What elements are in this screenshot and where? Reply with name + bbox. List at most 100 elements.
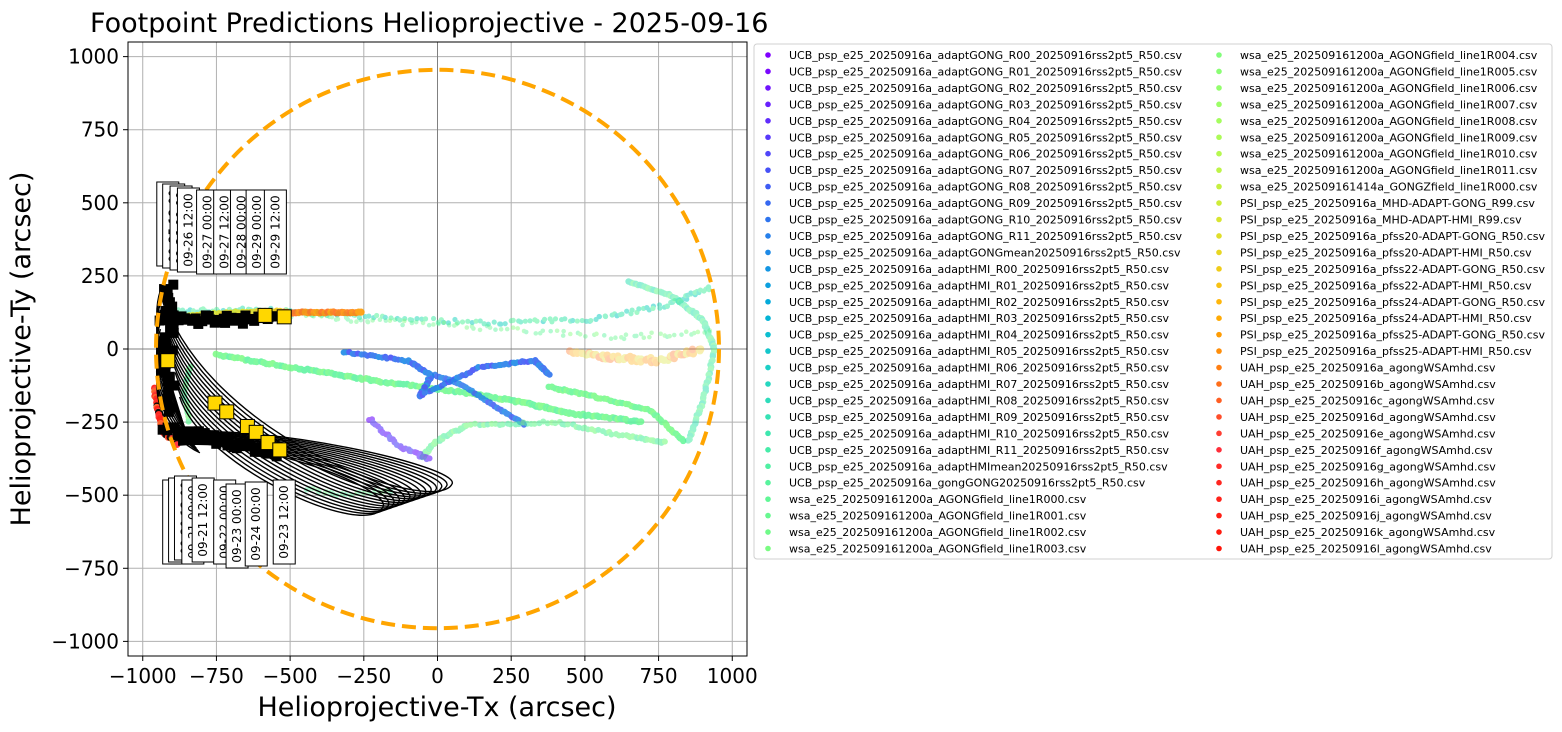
legend-label: wsa_e25_202509161200a_AGONGfield_line1R0… xyxy=(1240,82,1538,95)
footpoint-dot xyxy=(589,351,598,359)
field-line xyxy=(156,361,201,454)
footpoint-dot xyxy=(624,308,630,314)
track-square xyxy=(237,318,248,329)
footpoint-dot xyxy=(669,350,678,359)
legend-entry: UCB_psp_e25_20250916a_adaptGONG_R11_2025… xyxy=(765,230,1182,243)
time-label-text: 09-21 12:00 xyxy=(196,483,210,556)
track-square xyxy=(169,422,180,433)
track-right-band xyxy=(545,383,687,445)
footpoint-dot xyxy=(335,316,341,322)
legend-label: UAH_psp_e25_20250916e_agongWSAmhd.csv xyxy=(1240,427,1496,440)
legend-entry: PSI_psp_e25_20250916a_MHD-ADAPT-HMI_R99.… xyxy=(1216,214,1522,227)
legend-marker xyxy=(765,397,771,404)
footpoint-dot xyxy=(431,322,436,327)
legend-marker xyxy=(765,529,771,535)
footpoint-dot xyxy=(348,319,354,324)
footpoint-dot xyxy=(382,314,388,320)
footpoint-dot xyxy=(650,305,656,311)
track-square xyxy=(168,279,179,290)
track-psi-beige xyxy=(565,345,705,367)
footpoint-dot xyxy=(601,333,607,338)
legend-entry: wsa_e25_202509161414a_GONGZfield_line1R0… xyxy=(1216,181,1538,194)
footpoint-dot xyxy=(621,336,627,342)
footpoint-marker xyxy=(276,309,292,325)
legend-entry: UCB_psp_e25_20250916a_adaptGONG_R03_2025… xyxy=(765,98,1182,111)
footpoint-marker xyxy=(219,404,235,420)
footpoint-dot xyxy=(422,316,429,322)
footpoint-dot xyxy=(695,345,703,354)
footpoint-dot xyxy=(595,426,602,433)
footpoint-dot xyxy=(541,316,548,322)
legend-entry: UCB_psp_e25_20250916a_adaptGONG_R02_2025… xyxy=(765,82,1182,95)
x-tick-label: −750 xyxy=(189,664,244,688)
footpoint-dot xyxy=(679,350,688,359)
legend-label: UCB_psp_e25_20250916a_adaptHMI_R05_20250… xyxy=(789,345,1170,358)
footpoint-dot xyxy=(684,437,692,444)
footpoint-dot xyxy=(582,350,591,359)
legend-label: PSI_psp_e25_20250916a_pfss20-ADAPT-GONG_… xyxy=(1240,230,1545,243)
footpoint-dot xyxy=(554,328,560,334)
legend-marker xyxy=(765,216,771,223)
legend-label: UCB_psp_e25_20250916a_adaptGONG_R03_2025… xyxy=(789,98,1182,111)
legend-marker xyxy=(1216,414,1222,420)
y-tick-label: 0 xyxy=(106,337,119,361)
track-square xyxy=(230,315,241,326)
footpoint-dot xyxy=(548,328,554,334)
footpoint-dot xyxy=(472,420,479,427)
legend-entry: UCB_psp_e25_20250916a_adaptHMI_R08_20250… xyxy=(765,394,1170,407)
legend-entry: UAH_psp_e25_20250916k_agongWSAmhd.csv xyxy=(1216,526,1496,539)
footpoint-dot xyxy=(374,312,380,319)
footpoint-dot xyxy=(469,324,475,329)
legend-label: UCB_psp_e25_20250916a_adaptGONG_R02_2025… xyxy=(789,82,1182,95)
footpoint-dot xyxy=(666,352,675,361)
footpoint-dot xyxy=(413,319,419,325)
legend-entry: UCB_psp_e25_20250916a_adaptGONG_R08_2025… xyxy=(765,181,1182,194)
legend-label: UCB_psp_e25_20250916a_adaptGONG_R09_2025… xyxy=(789,197,1182,210)
footpoint-dot xyxy=(661,438,668,445)
x-tick-label: 500 xyxy=(566,664,604,688)
footpoint-dot xyxy=(537,330,543,336)
track-square xyxy=(163,406,174,417)
legend-label: wsa_e25_202509161200a_AGONGfield_line1R0… xyxy=(789,526,1087,539)
legend-label: PSI_psp_e25_20250916a_MHD-ADAPT-HMI_R99.… xyxy=(1240,214,1522,227)
legend-label: UCB_psp_e25_20250916a_adaptHMI_R04_20250… xyxy=(789,329,1170,342)
footpoint-dot xyxy=(409,320,415,326)
legend-label: PSI_psp_e25_20250916a_pfss24-ADAPT-HMI_R… xyxy=(1240,312,1532,325)
legend-marker xyxy=(765,315,771,322)
legend-label: wsa_e25_202509161414a_GONGZfield_line1R0… xyxy=(1240,181,1538,194)
legend-entry: wsa_e25_202509161200a_AGONGfield_line1R0… xyxy=(1216,164,1538,177)
footpoint-dot xyxy=(632,333,637,339)
legend-entry: UAH_psp_e25_20250916f_agongWSAmhd.csv xyxy=(1216,444,1493,457)
footpoint-dot xyxy=(414,316,420,322)
footpoint-dot xyxy=(688,345,697,354)
footpoint-dot xyxy=(440,319,447,325)
footpoint-dot xyxy=(632,357,641,366)
footpoint-dot xyxy=(577,331,583,337)
time-label-text: 09-24 00:00 xyxy=(249,487,263,560)
footpoint-dot xyxy=(621,353,629,362)
legend-marker xyxy=(1216,397,1222,404)
footpoint-dot xyxy=(662,333,668,338)
legend-marker xyxy=(765,496,771,502)
footpoint-dot xyxy=(185,418,192,425)
legend-entry: UAH_psp_e25_20250916j_agongWSAmhd.csv xyxy=(1216,510,1492,523)
footpoint-dot xyxy=(383,318,389,323)
legend-entry: UCB_psp_e25_20250916a_adaptHMI_R07_20250… xyxy=(765,378,1170,391)
legend-marker xyxy=(765,150,771,157)
legend-entry: wsa_e25_202509161200a_AGONGfield_line1R0… xyxy=(1216,65,1538,78)
legend-label: UAH_psp_e25_20250916g_agongWSAmhd.csv xyxy=(1240,460,1496,473)
footpoint-dot xyxy=(686,349,694,357)
footpoint-dot xyxy=(657,355,665,363)
footpoint-dot xyxy=(629,354,638,362)
footpoint-dot xyxy=(623,332,629,338)
legend-entry: PSI_psp_e25_20250916a_pfss25-ADAPT-GONG_… xyxy=(1216,329,1545,342)
footpoint-dot xyxy=(638,331,644,337)
legend-label: UAH_psp_e25_20250916j_agongWSAmhd.csv xyxy=(1240,510,1492,523)
footpoint-dot xyxy=(664,303,670,309)
footpoint-dot xyxy=(629,307,635,313)
legend-entry: UCB_psp_e25_20250916a_adaptGONG_R00_2025… xyxy=(765,49,1182,62)
footpoint-dot xyxy=(664,356,672,364)
footpoint-dot xyxy=(569,349,578,357)
footpoint-marker xyxy=(248,424,264,440)
footpoint-dot xyxy=(657,305,663,311)
